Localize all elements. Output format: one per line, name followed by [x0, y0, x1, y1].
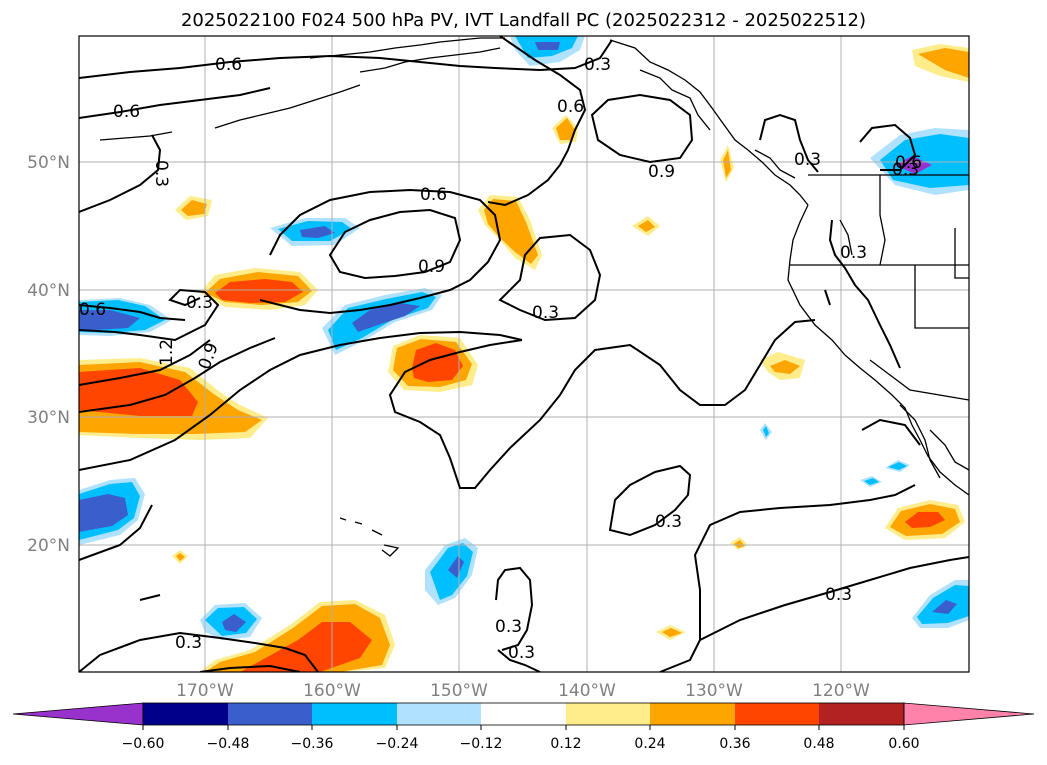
map-frame	[78, 35, 970, 673]
contour-label: 0.9	[648, 162, 675, 182]
colorbar-extend-low	[12, 702, 144, 726]
lon-label: 120°W	[812, 681, 870, 701]
contour-label: 0.6	[895, 153, 922, 173]
colorbar-swatch	[819, 703, 904, 725]
lon-label: 150°W	[430, 681, 488, 701]
lon-label: 170°W	[176, 681, 234, 701]
contour-label: 0.3	[175, 633, 202, 653]
lon-label: 140°W	[558, 681, 616, 701]
contour-labels: 0.6 0.6 0.3 0.3 0.6 0.9 0.3 0.6 0.9 0.3 …	[79, 55, 922, 663]
colorbar-tick: −0.24	[376, 736, 419, 752]
colorbar-swatch	[735, 703, 819, 725]
contour-label: 0.3	[584, 55, 611, 75]
colorbar-tick: 0.36	[719, 736, 750, 752]
contour-label: 0.3	[794, 150, 821, 170]
contour-label: 0.3	[840, 243, 867, 263]
contour-label: 0.9	[418, 257, 445, 277]
contour-label: 0.6	[79, 300, 106, 320]
coastlines	[99, 37, 969, 557]
colorbar-swatch	[143, 703, 228, 725]
colorbar-swatch	[481, 703, 566, 725]
contour-label: 0.6	[557, 97, 584, 117]
lat-label: 40°N	[27, 281, 70, 301]
map-area	[79, 36, 969, 672]
contour-label: 0.3	[532, 303, 559, 323]
map-title: 2025022100 F024 500 hPa PV, IVT Landfall…	[180, 10, 867, 31]
colorbar-swatch	[228, 703, 312, 725]
colorbar-tick: 0.60	[888, 736, 919, 752]
lat-label: 50°N	[27, 153, 70, 173]
pv-contours	[79, 36, 969, 672]
contour-label: 0.3	[151, 160, 171, 187]
contour-label: 0.3	[825, 585, 852, 605]
contour-label: 0.6	[113, 102, 140, 122]
colorbar-swatch	[312, 703, 397, 725]
contour-label: 0.3	[508, 643, 535, 663]
gridlines	[79, 36, 969, 672]
colorbar-tick: −0.60	[122, 736, 165, 752]
colorbar-tick: 0.12	[550, 736, 581, 752]
axis-labels: 170°W 160°W 150°W 140°W 130°W 120°W 50°N…	[27, 153, 870, 701]
colorbar-swatch	[650, 703, 735, 725]
contour-label: 0.3	[495, 617, 522, 637]
pv-shading	[79, 36, 969, 672]
colorbar-tick: 0.24	[634, 736, 665, 752]
lat-label: 30°N	[27, 408, 70, 428]
colorbar-extend-high	[903, 702, 1035, 726]
lon-label: 160°W	[303, 681, 361, 701]
contour-label: 0.3	[186, 293, 213, 313]
contour-label: 0.6	[420, 185, 447, 205]
contour-label: 0.3	[892, 160, 919, 180]
lon-label: 130°W	[685, 681, 743, 701]
colorbar: −0.60 −0.48 −0.36 −0.24 −0.12 0.12 0.24 …	[12, 702, 1035, 752]
contour-label: 0.3	[655, 512, 682, 532]
colorbar-tick: −0.48	[207, 736, 250, 752]
colorbar-tick: −0.12	[460, 736, 503, 752]
colorbar-swatch	[566, 703, 650, 725]
contour-label: 1.2	[157, 339, 177, 366]
lat-label: 20°N	[27, 536, 70, 556]
contour-label: 0.6	[215, 55, 242, 75]
colorbar-tick: 0.48	[803, 736, 834, 752]
colorbar-tick: −0.36	[291, 736, 334, 752]
colorbar-swatch	[397, 703, 481, 725]
